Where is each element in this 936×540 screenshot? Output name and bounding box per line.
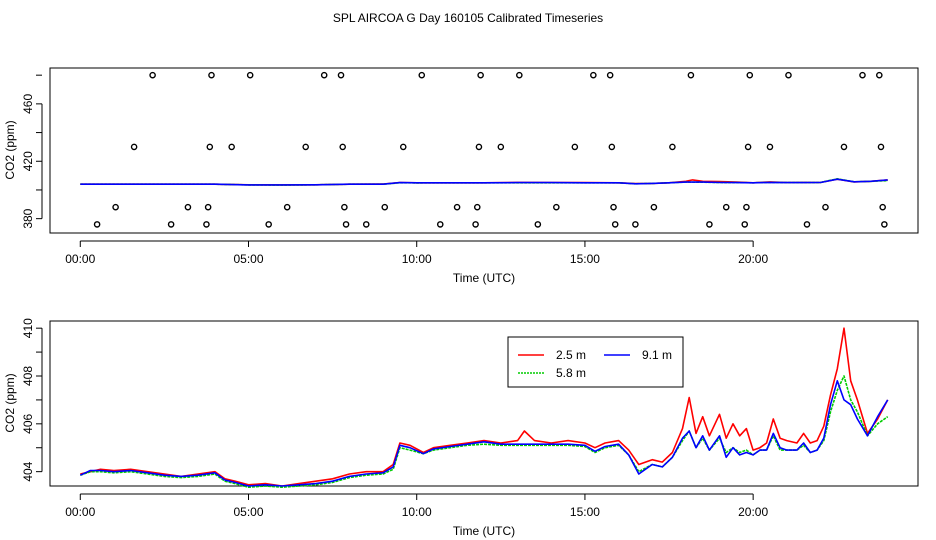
scatter-point bbox=[246, 71, 254, 79]
bottom-plot-frame bbox=[49, 320, 919, 487]
scatter-point bbox=[553, 203, 560, 211]
scatter-point bbox=[706, 221, 713, 228]
series-line-9.1m bbox=[79, 379, 889, 487]
legend: 2.5 m 5.8 m 9.1 m bbox=[507, 336, 684, 388]
y-tick-label: 460 bbox=[21, 94, 35, 114]
x-tick-label: 15:00 bbox=[570, 252, 600, 266]
scatter-point bbox=[472, 221, 479, 228]
series-line-2.5m bbox=[80, 327, 889, 487]
series-line-5.8m bbox=[80, 375, 889, 489]
scatter-point bbox=[785, 71, 792, 79]
scatter-point bbox=[741, 221, 749, 228]
bottom-panel: Time (UTC) CO2 (ppm) 00:00 05:00 10:00 15:0… bbox=[3, 318, 919, 538]
scatter-point bbox=[228, 143, 235, 151]
scatter-point bbox=[283, 203, 291, 211]
x-tick-label: 20:00 bbox=[738, 252, 768, 266]
x-tick-label: 10:00 bbox=[402, 505, 432, 519]
scatter-point bbox=[453, 203, 461, 211]
legend-label-9.1m: 9.1 m bbox=[642, 348, 672, 362]
scatter-point bbox=[822, 203, 829, 211]
scatter-point bbox=[859, 71, 866, 79]
scatter-point bbox=[743, 203, 750, 211]
top-plot-frame bbox=[49, 67, 919, 234]
scatter-point bbox=[167, 221, 175, 228]
scatter-point bbox=[687, 71, 695, 79]
scatter-point bbox=[341, 203, 348, 211]
top-ylabel: CO2 (ppm) bbox=[3, 120, 17, 179]
scatter-point bbox=[473, 203, 481, 211]
scatter-point bbox=[722, 203, 730, 211]
scatter-point bbox=[590, 71, 597, 79]
scatter-point bbox=[497, 143, 505, 151]
y-tick-label: 410 bbox=[21, 318, 35, 338]
scatter-point bbox=[475, 143, 483, 151]
y-tick-label: 380 bbox=[21, 208, 35, 228]
x-tick-label: 20:00 bbox=[738, 505, 768, 519]
scatter-point bbox=[418, 71, 426, 79]
scatter-point bbox=[362, 221, 370, 228]
scatter-point bbox=[877, 143, 885, 151]
legend-box bbox=[507, 336, 684, 388]
scatter-point bbox=[339, 143, 346, 151]
scatter-point bbox=[650, 203, 658, 211]
x-tick-label: 00:00 bbox=[65, 505, 95, 519]
scatter-point bbox=[744, 143, 752, 151]
scatter-point bbox=[93, 221, 101, 228]
scatter-point bbox=[879, 203, 886, 211]
top-panel: Time (UTC) CO2 (ppm) 00:00 05:00 10:00 15:0… bbox=[3, 67, 919, 285]
scatter-point bbox=[399, 143, 407, 151]
scatter-point bbox=[320, 71, 328, 79]
legend-label-2.5m: 2.5 m bbox=[556, 348, 586, 362]
bottom-ylabel: CO2 (ppm) bbox=[3, 373, 17, 432]
scatter-point bbox=[803, 221, 811, 228]
x-tick-label: 05:00 bbox=[233, 505, 263, 519]
scatter-point bbox=[265, 221, 272, 228]
legend-label-5.8m: 5.8 m bbox=[556, 366, 586, 380]
y-tick-label: 404 bbox=[21, 461, 35, 481]
chart-title: SPL AIRCOA G Day 160105 Calibrated Times… bbox=[333, 11, 603, 25]
scatter-point bbox=[610, 203, 617, 211]
x-tick-label: 05:00 bbox=[233, 252, 263, 266]
scatter-point bbox=[342, 221, 350, 228]
scatter-point bbox=[149, 71, 156, 79]
scatter-point bbox=[746, 71, 754, 79]
x-tick-label: 10:00 bbox=[402, 252, 432, 266]
top-xlabel: Time (UTC) bbox=[453, 271, 515, 285]
scatter-point bbox=[876, 71, 883, 79]
x-tick-label: 15:00 bbox=[570, 505, 600, 519]
scatter-point bbox=[337, 71, 345, 79]
y-tick-label: 406 bbox=[21, 413, 35, 433]
scatter-point bbox=[184, 203, 192, 211]
y-tick-label: 408 bbox=[21, 366, 35, 386]
series-line-9.1m bbox=[80, 178, 888, 186]
scatter-point bbox=[534, 221, 542, 228]
scatter-point bbox=[436, 221, 444, 228]
scatter-point bbox=[632, 221, 639, 228]
scatter-point bbox=[208, 71, 215, 79]
scatter-point bbox=[840, 143, 848, 151]
scatter-point bbox=[203, 221, 210, 228]
scatter-point bbox=[516, 71, 523, 79]
scatter-point bbox=[766, 143, 774, 151]
y-tick-label: 420 bbox=[21, 151, 35, 171]
scatter-point bbox=[302, 143, 309, 151]
scatter-point bbox=[381, 203, 389, 211]
scatter-point bbox=[669, 143, 676, 151]
scatter-point bbox=[206, 143, 214, 151]
scatter-point bbox=[477, 71, 484, 79]
scatter-point bbox=[130, 143, 138, 151]
scatter-point bbox=[112, 203, 119, 211]
scatter-point bbox=[608, 143, 616, 151]
scatter-point bbox=[204, 203, 212, 211]
scatter-point bbox=[571, 143, 579, 151]
scatter-point bbox=[881, 221, 888, 228]
scatter-point bbox=[611, 221, 619, 228]
scatter-point bbox=[606, 71, 614, 79]
bottom-xlabel: Time (UTC) bbox=[453, 524, 515, 538]
x-tick-label: 00:00 bbox=[65, 252, 95, 266]
